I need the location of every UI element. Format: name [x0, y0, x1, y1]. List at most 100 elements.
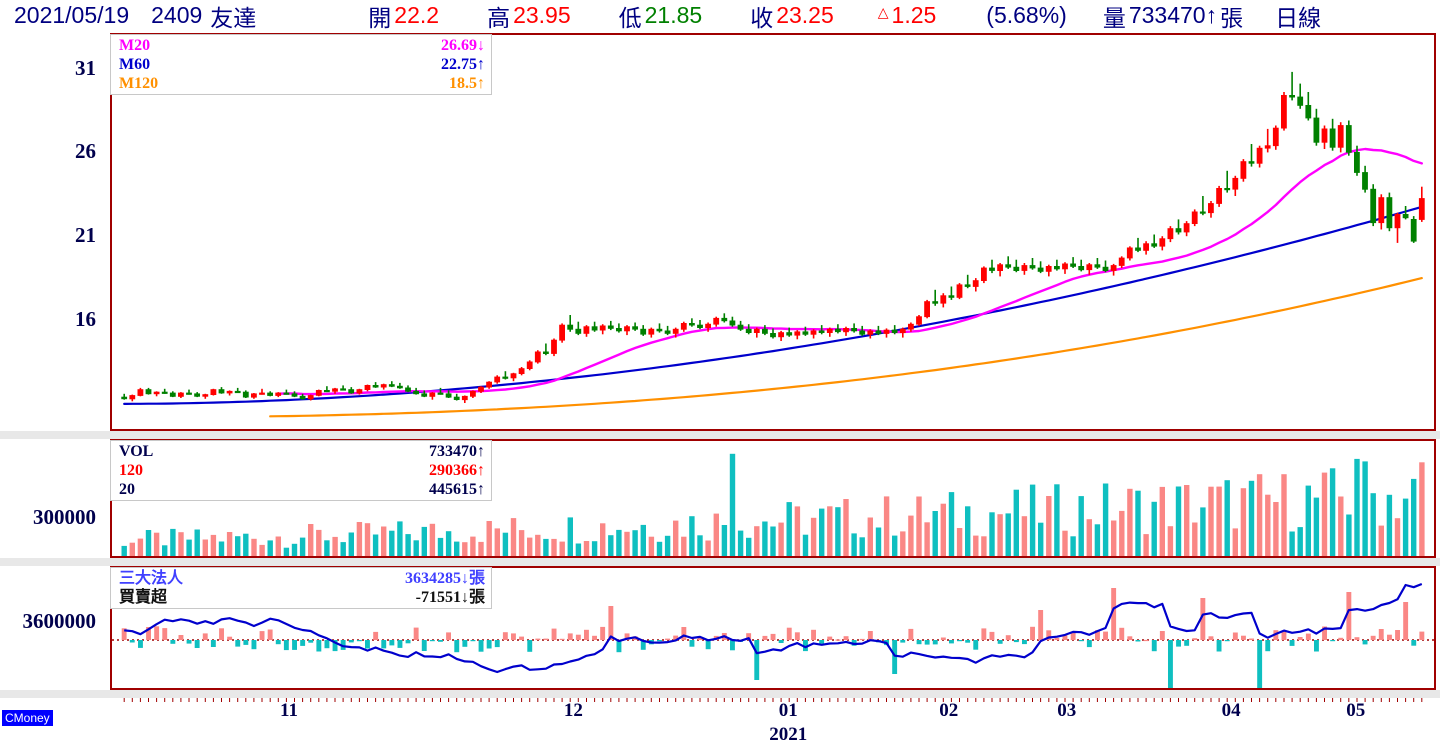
- volume-bar: [1362, 461, 1368, 556]
- volume-bar: [1338, 496, 1344, 556]
- legend-series-value: 290366↑: [429, 462, 485, 479]
- candlestick: [664, 325, 671, 336]
- candlestick: [267, 391, 274, 397]
- institutional-net-bar: [1086, 640, 1092, 648]
- legend-row: 買賣超 -71551↓張: [111, 588, 491, 607]
- candlestick: [1191, 209, 1198, 227]
- institutional-net-bar: [1038, 610, 1044, 640]
- volume-bar: [1054, 484, 1060, 556]
- institutional-net-bar: [1411, 640, 1417, 646]
- candlestick-plot[interactable]: [112, 35, 1434, 429]
- candlestick: [1126, 246, 1133, 261]
- institutional-net-bar: [1095, 630, 1100, 640]
- x-axis-tick-label: 01: [778, 700, 798, 721]
- institutional-net-bar: [129, 640, 135, 643]
- institutional-net-bar: [486, 640, 492, 649]
- volume-bar: [721, 525, 728, 556]
- candlestick: [364, 384, 371, 392]
- candlestick: [689, 318, 695, 327]
- volume-bar: [421, 526, 427, 556]
- candlestick: [1208, 201, 1214, 218]
- candlestick: [1297, 83, 1304, 109]
- institutional-net-bar: [1070, 631, 1076, 640]
- institutional-net-bar: [470, 640, 476, 642]
- volume-bar: [802, 534, 809, 556]
- low-label: 低: [618, 4, 642, 31]
- volume-bar: [1240, 488, 1247, 556]
- volume-bar: [859, 537, 865, 556]
- institutional-plot[interactable]: [112, 568, 1434, 688]
- candlestick: [916, 315, 922, 326]
- candlestick: [250, 393, 257, 399]
- legend-row: 三大法人 3634285↓張: [111, 569, 491, 588]
- legend-row: 20 445615↑: [111, 480, 491, 499]
- candlestick: [721, 313, 728, 323]
- candlestick: [1281, 92, 1287, 131]
- volume-bar: [997, 514, 1003, 556]
- volume-bar: [1159, 486, 1165, 556]
- candlestick: [1037, 261, 1044, 274]
- candlestick: [891, 325, 898, 335]
- institutional-net-bar: [202, 633, 208, 640]
- institutional-net-bar: [1370, 635, 1376, 640]
- candlestick: [283, 389, 290, 395]
- volume-bar: [527, 537, 533, 556]
- volume-bar: [908, 515, 914, 556]
- institutional-net-bar: [989, 631, 995, 640]
- volume-bar: [518, 530, 525, 556]
- institutional-net-bar: [762, 635, 768, 640]
- volume-bar: [235, 536, 241, 556]
- institutional-net-bar: [478, 640, 484, 652]
- candlestick: [518, 367, 525, 376]
- institutional-net-bar: [543, 638, 549, 640]
- institutional-net-bar: [1419, 631, 1425, 640]
- volume-bar: [1378, 525, 1384, 556]
- legend-series-value: 3634285↓張: [404, 570, 485, 587]
- price-chart-panel[interactable]: [110, 33, 1436, 431]
- institutional-net-bar: [957, 640, 962, 642]
- candlestick: [469, 390, 476, 398]
- institutional-net-bar: [138, 640, 143, 648]
- institutional-net-bar: [251, 640, 257, 650]
- institutional-net-bar: [348, 640, 354, 643]
- stock-code: 2409: [151, 2, 203, 28]
- volume-plot[interactable]: [112, 441, 1434, 556]
- volume-bar: [1386, 494, 1393, 556]
- x-axis-tick-label: 03: [1057, 700, 1077, 721]
- volume-bar: [591, 541, 598, 556]
- institutional-y-tick-label: 3600000: [22, 609, 97, 633]
- institutional-net-bar: [535, 638, 541, 640]
- institutional-net-bar: [1119, 627, 1125, 640]
- volume-value: 733470↑: [1128, 2, 1218, 28]
- institutional-net-bar: [1078, 640, 1084, 642]
- institutional-net-bar: [446, 632, 451, 640]
- institutional-net-bar: [219, 628, 224, 640]
- candlestick: [753, 327, 760, 338]
- volume-bar: [1119, 510, 1125, 556]
- institutional-net-bar: [1289, 640, 1295, 646]
- institutional-net-bar: [340, 640, 346, 650]
- candlestick: [1216, 185, 1222, 207]
- candlestick: [461, 395, 468, 403]
- volume-bar: [381, 526, 387, 556]
- volume-bar: [567, 517, 573, 556]
- institutional-net-bar: [121, 628, 127, 640]
- candlestick: [851, 323, 857, 333]
- candlestick: [161, 388, 168, 394]
- candlestick: [583, 325, 590, 337]
- legend-series-value: -71551↓張: [415, 589, 485, 606]
- institutional-net-bar: [1022, 640, 1027, 645]
- volume-bar: [648, 536, 655, 556]
- volume-bar: [1321, 472, 1328, 556]
- volume-bar: [210, 534, 217, 556]
- volume-bar: [1175, 486, 1182, 556]
- legend-series-value: 445615↑: [429, 481, 485, 498]
- candlestick: [307, 394, 314, 401]
- institutional-net-bar: [786, 627, 792, 640]
- institutional-net-bar: [170, 640, 176, 644]
- institutional-net-bar: [292, 640, 297, 650]
- volume-bar: [827, 506, 833, 556]
- institutional-net-bar: [502, 632, 508, 640]
- candlestick: [948, 286, 955, 300]
- volume-bar: [413, 540, 419, 556]
